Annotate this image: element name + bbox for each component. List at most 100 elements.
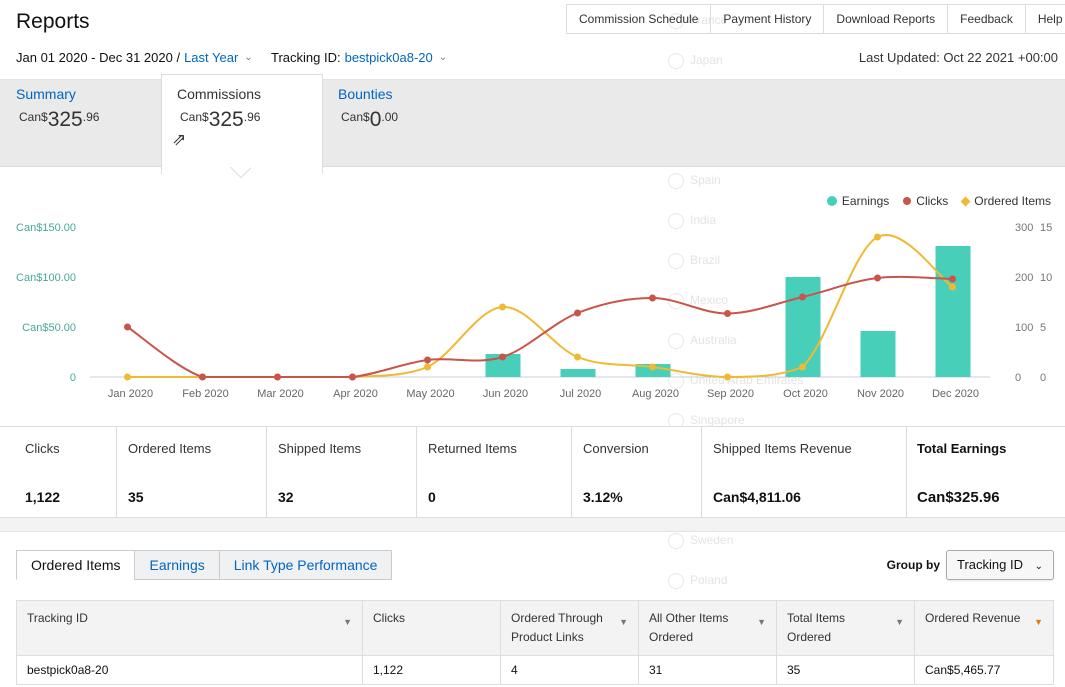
clicks-swatch-icon: [903, 197, 912, 205]
sort-caret-icon[interactable]: ▼: [343, 617, 352, 627]
row-clicks: 1,122: [362, 655, 501, 685]
x-axis-tick-label: Feb 2020: [182, 388, 228, 400]
clicks-point[interactable]: [574, 309, 581, 317]
clicks-point[interactable]: [649, 294, 656, 302]
left-axis-tick-label: Can$150.00: [16, 222, 76, 234]
clicks-point[interactable]: [724, 310, 731, 317]
col-clicks[interactable]: Clicks: [362, 600, 501, 656]
col-total-items-ordered[interactable]: Total Items Ordered ▼: [776, 600, 915, 656]
ordered-items-point[interactable]: [424, 363, 431, 371]
row-tracking-id-link[interactable]: bestpick0a8-20: [16, 655, 363, 685]
x-axis-tick-label: Sep 2020: [707, 388, 754, 400]
ordered-items-point[interactable]: [124, 373, 131, 381]
earnings-bar[interactable]: [860, 331, 896, 377]
x-axis-tick-label: May 2020: [406, 388, 454, 400]
clicks-point[interactable]: [499, 353, 506, 361]
clicks-point[interactable]: [349, 373, 356, 381]
download-reports-button[interactable]: Download Reports: [824, 4, 949, 33]
right-axis-items-tick-label: 0: [1040, 372, 1046, 384]
faded-list-item: Australia: [660, 320, 860, 360]
help-button[interactable]: Help: [1025, 4, 1065, 33]
row-ordered-through-links: 4: [500, 655, 639, 685]
x-axis-tick-label: Dec 2020: [932, 388, 979, 400]
sort-caret-icon[interactable]: ▼: [895, 617, 904, 627]
clicks-point[interactable]: [124, 323, 131, 331]
tracking-id-value[interactable]: bestpick0a8-20: [344, 50, 433, 65]
date-preset-link[interactable]: Last Year: [184, 50, 239, 65]
summary-tab-label[interactable]: Summary: [16, 86, 76, 102]
summary-band: [0, 79, 1065, 167]
sort-caret-active-icon[interactable]: ▼: [1034, 617, 1043, 627]
clicks-point[interactable]: [274, 373, 281, 381]
bounties-tab-label[interactable]: Bounties: [338, 86, 393, 102]
chevron-down-icon[interactable]: ⌄: [438, 52, 448, 63]
col-ordered-revenue[interactable]: Ordered Revenue ▼: [914, 600, 1054, 656]
ordered-items-point[interactable]: [649, 363, 656, 371]
bounties-tab[interactable]: Bounties Can$0.00: [338, 86, 398, 132]
right-axis-clicks-tick-label: 0: [1015, 372, 1021, 384]
group-by-control: Group by Tracking ID ⌄: [887, 550, 1054, 580]
table-header-row: Tracking ID ▼ Clicks Ordered Through Pro…: [16, 600, 1054, 656]
clicks-point[interactable]: [424, 356, 431, 364]
right-axis-items-tick-label: 5: [1040, 322, 1046, 334]
last-updated: Last Updated: Oct 22 2021 +00:00: [858, 50, 1058, 65]
faded-list-item: France: [660, 0, 860, 40]
ordered-items-point[interactable]: [949, 283, 956, 291]
faded-list-item: Spain: [660, 160, 860, 200]
legend-ordered-items[interactable]: Ordered Items: [960, 194, 1051, 208]
ordered-items-point[interactable]: [799, 363, 806, 371]
ordered-items-point[interactable]: [874, 233, 881, 241]
report-tabs: Ordered Items Earnings Link Type Perform…: [16, 550, 393, 580]
sort-caret-icon[interactable]: ▼: [757, 617, 766, 627]
summary-tab[interactable]: Summary Can$325.96: [16, 86, 99, 132]
tracking-id-selector[interactable]: Tracking ID: bestpick0a8-20 ⌄: [271, 50, 447, 65]
tab-ordered-items[interactable]: Ordered Items: [16, 550, 136, 580]
faded-list-item: Japan: [660, 40, 860, 80]
legend-clicks[interactable]: Clicks: [903, 194, 948, 208]
commissions-tab-label[interactable]: Commissions: [177, 86, 262, 102]
mouse-cursor-icon: ⇗: [172, 130, 187, 149]
clicks-point[interactable]: [949, 275, 956, 283]
metric-clicks: Clicks 1,122: [0, 427, 117, 517]
faded-list-item: Poland: [660, 560, 860, 600]
commissions-tab-card[interactable]: [161, 74, 323, 174]
payment-history-button[interactable]: Payment History: [711, 4, 825, 33]
tab-earnings[interactable]: Earnings: [134, 550, 220, 580]
earnings-bar[interactable]: [560, 369, 596, 377]
ordered-items-line: [127, 233, 954, 379]
ordered-items-point[interactable]: [574, 353, 581, 361]
earnings-chart: Can$150.00Can$100.00Can$50.0003002001000…: [16, 222, 1052, 400]
legend-earnings[interactable]: Earnings: [826, 194, 889, 208]
earnings-bar[interactable]: [935, 246, 971, 377]
col-tracking-id[interactable]: Tracking ID ▼: [16, 600, 363, 656]
chart-legend: Earnings Clicks Ordered Items: [826, 194, 1051, 208]
x-axis-tick-label: Nov 2020: [857, 388, 904, 400]
commissions-amount: Can$325.96: [180, 108, 261, 131]
group-by-select[interactable]: Tracking ID ⌄: [946, 550, 1054, 580]
right-axis-items-tick-label: 15: [1040, 222, 1052, 234]
sort-caret-icon[interactable]: ▼: [619, 617, 628, 627]
tab-link-type-performance[interactable]: Link Type Performance: [218, 550, 393, 580]
page-title: Reports: [16, 10, 90, 33]
earnings-bar[interactable]: [785, 277, 821, 377]
clicks-point[interactable]: [874, 274, 881, 282]
ordered-items-point[interactable]: [724, 373, 731, 381]
x-axis-tick-label: Oct 2020: [783, 388, 828, 400]
clicks-point[interactable]: [199, 373, 206, 381]
row-ordered-revenue: Can$5,465.77: [914, 655, 1054, 685]
metric-shipped-items: Shipped Items 32: [267, 427, 417, 517]
earnings-bar[interactable]: [635, 364, 671, 377]
x-axis-tick-label: Apr 2020: [333, 388, 378, 400]
clicks-point[interactable]: [799, 293, 806, 301]
date-range-selector[interactable]: Jan 01 2020 - Dec 31 2020 / Last Year ⌄: [16, 50, 253, 65]
col-ordered-through-product-links[interactable]: Ordered Through Product Links ▼: [500, 600, 639, 656]
chevron-down-icon[interactable]: ⌄: [244, 52, 253, 63]
metric-conversion: Conversion 3.12%: [572, 427, 702, 517]
col-all-other-items-ordered[interactable]: All Other Items Ordered ▼: [638, 600, 777, 656]
feedback-button[interactable]: Feedback: [948, 4, 1026, 33]
table-row: bestpick0a8-20 1,122 4 31 35 Can$5,465.7…: [16, 655, 1054, 685]
row-all-other-items: 31: [638, 655, 777, 685]
ordered-items-point[interactable]: [499, 303, 506, 311]
commissions-tab[interactable]: Commissions Can$325.96: [177, 86, 261, 132]
group-by-label: Group by: [886, 558, 940, 572]
